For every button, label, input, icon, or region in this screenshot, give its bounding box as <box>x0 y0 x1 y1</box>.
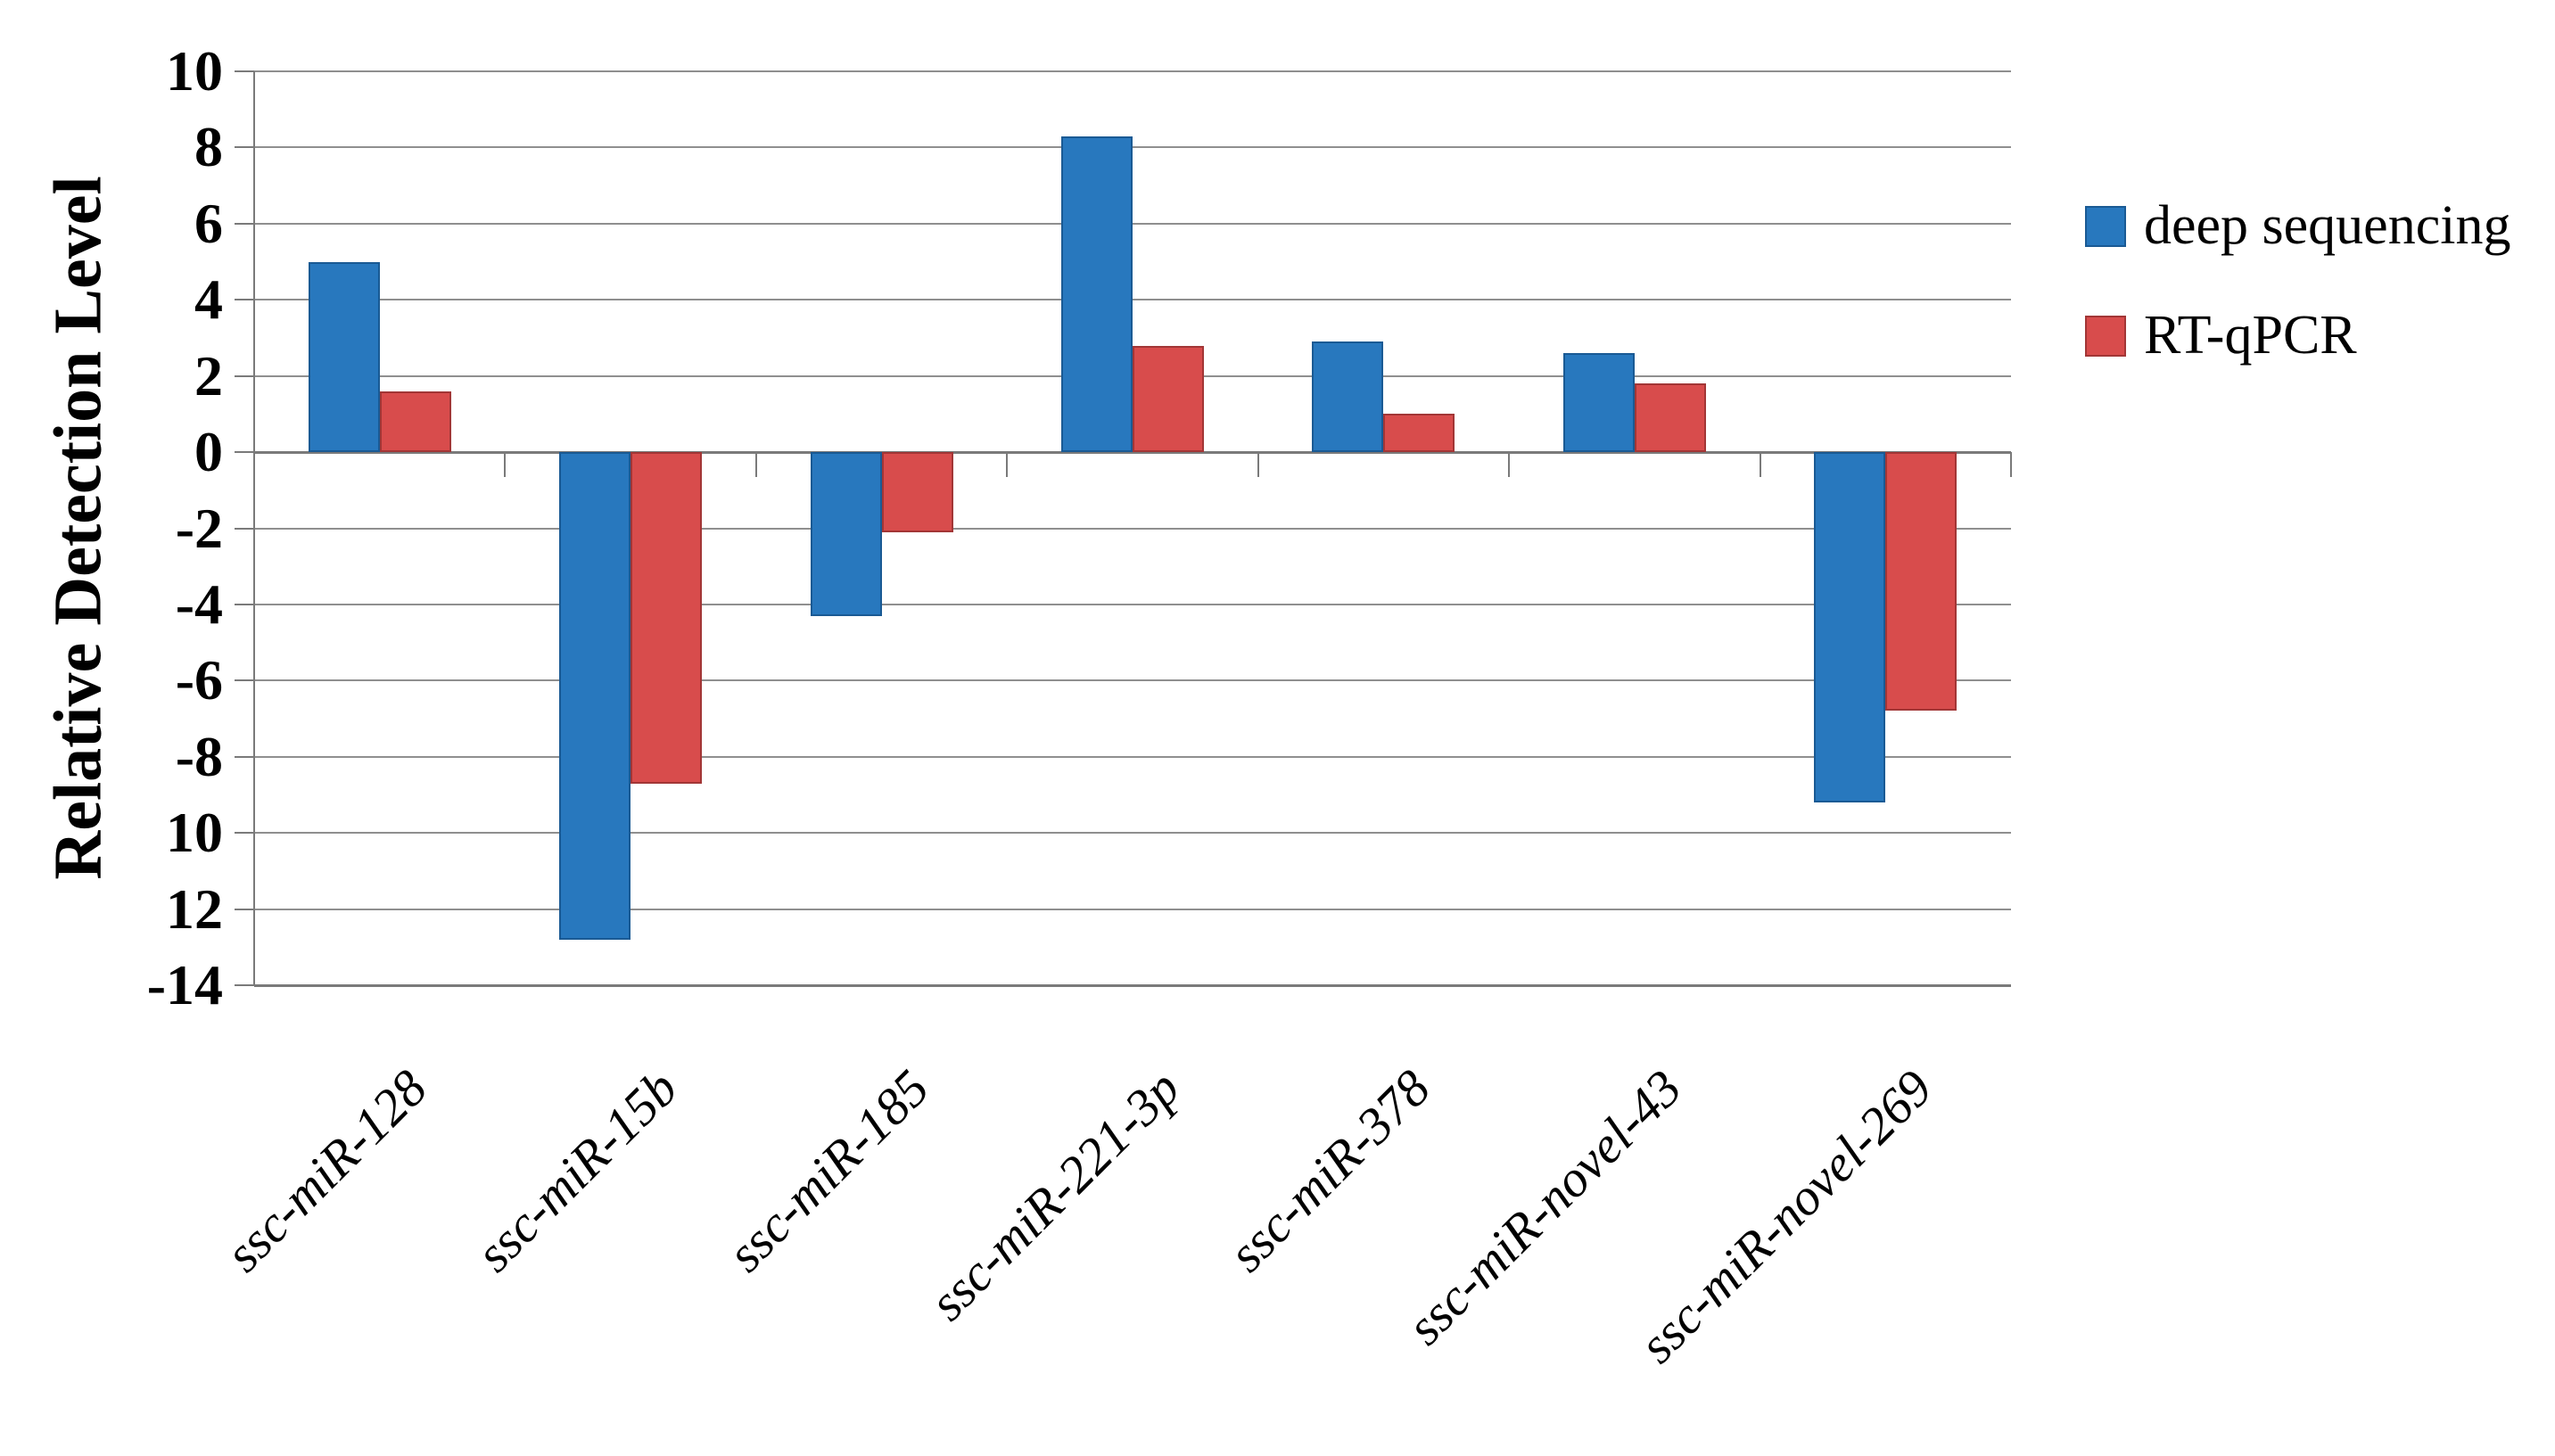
y-axis-tick-6 <box>235 222 254 225</box>
bar-rt-qpcr-ssc-mir-15b <box>631 452 703 784</box>
bar-rt-qpcr-ssc-mir-novel-43 <box>1634 383 1706 453</box>
legend-label-rt-qpcr: RT-qPCR <box>2144 305 2357 366</box>
y-tick-label-6: 6 <box>194 191 223 255</box>
y-axis-tick-0 <box>235 451 254 454</box>
bar-rt-qpcr-ssc-mir-128 <box>379 391 451 453</box>
gridline-y-8 <box>254 146 2011 149</box>
y-axis-line <box>253 71 255 985</box>
bar-deep-sequencing-ssc-mir-128 <box>308 261 380 453</box>
gridline-y--10 <box>254 832 2011 835</box>
gridline-y--4 <box>254 603 2011 605</box>
y-tick-label--2: -2 <box>175 496 223 560</box>
y-axis-title: Relative Detection Level <box>40 176 116 880</box>
x-category-label-ssc-mir-15b: ssc-miR-15b <box>465 1058 689 1283</box>
bar-deep-sequencing-ssc-mir-378 <box>1312 341 1384 453</box>
gridline-y--6 <box>254 679 2011 682</box>
y-tick-label-0: 0 <box>194 420 223 484</box>
gridline-y--8 <box>254 755 2011 758</box>
x-category-label-ssc-mir-221-3p: ssc-miR-221-3p <box>918 1058 1191 1332</box>
x-axis-tick-1 <box>504 452 507 478</box>
y-tick-label--14: -14 <box>146 953 223 1016</box>
x-axis-tick-6 <box>1759 452 1761 478</box>
x-category-label-ssc-mir-128: ssc-miR-128 <box>213 1058 438 1283</box>
y-axis-tick--10 <box>235 832 254 835</box>
gridline-y-10 <box>254 70 2011 72</box>
legend-item-deep-sequencing: deep sequencing <box>2085 194 2510 258</box>
bar-deep-sequencing-ssc-mir-15b <box>559 452 631 940</box>
y-tick-label-10: 10 <box>166 39 223 103</box>
x-axis-tick-7 <box>2010 452 2012 478</box>
bar-deep-sequencing-ssc-mir-185 <box>810 452 882 616</box>
bar-rt-qpcr-ssc-mir-novel-269 <box>1885 452 1957 712</box>
bar-deep-sequencing-ssc-mir-novel-43 <box>1562 353 1635 453</box>
legend: deep sequencing RT-qPCR <box>2085 194 2510 367</box>
y-tick-label-8: 8 <box>194 115 223 179</box>
y-axis-tick--2 <box>235 527 254 530</box>
y-axis-tick-8 <box>235 146 254 149</box>
gridline-y--2 <box>254 527 2011 530</box>
bar-rt-qpcr-ssc-mir-185 <box>881 452 953 532</box>
gridline-y-6 <box>254 222 2011 225</box>
x-axis-tick-0 <box>253 452 255 478</box>
y-tick-label--10: 10 <box>166 801 223 865</box>
gridline-y-0 <box>254 450 2011 454</box>
y-tick-label-4: 4 <box>194 267 223 332</box>
y-tick-label--4: -4 <box>175 572 223 636</box>
x-axis-tick-2 <box>754 452 757 478</box>
x-category-label-ssc-mir-378: ssc-miR-378 <box>1217 1058 1442 1283</box>
legend-swatch-deep-sequencing <box>2085 205 2126 247</box>
y-tick-label--6: -6 <box>175 648 223 712</box>
legend-label-deep-sequencing: deep sequencing <box>2144 195 2511 256</box>
y-axis-tick--12 <box>235 908 254 910</box>
y-axis-tick-2 <box>235 374 254 377</box>
y-axis-tick-10 <box>235 70 254 72</box>
legend-item-rt-qpcr: RT-qPCR <box>2085 304 2510 367</box>
y-axis-tick--6 <box>235 679 254 682</box>
x-axis-tick-3 <box>1006 452 1009 478</box>
bar-deep-sequencing-ssc-mir-novel-269 <box>1814 452 1886 802</box>
bar-rt-qpcr-ssc-mir-378 <box>1383 414 1455 453</box>
gridline-y--14 <box>254 983 2011 987</box>
y-tick-label-2: 2 <box>194 343 223 407</box>
y-axis-tick--8 <box>235 755 254 758</box>
x-axis-tick-4 <box>1257 452 1259 478</box>
legend-swatch-rt-qpcr <box>2085 315 2126 357</box>
x-category-label-ssc-mir-185: ssc-miR-185 <box>715 1058 940 1283</box>
y-axis-tick--14 <box>235 984 254 986</box>
y-tick-label--12: 12 <box>166 876 223 941</box>
y-axis-tick-4 <box>235 299 254 301</box>
bar-rt-qpcr-ssc-mir-221-3p <box>1133 345 1204 453</box>
x-axis-tick-5 <box>1508 452 1511 478</box>
gridline-y-4 <box>254 299 2011 301</box>
gridline-y--12 <box>254 908 2011 910</box>
y-axis-tick--4 <box>235 603 254 605</box>
y-tick-label--8: -8 <box>175 724 223 788</box>
bar-deep-sequencing-ssc-mir-221-3p <box>1061 136 1133 453</box>
